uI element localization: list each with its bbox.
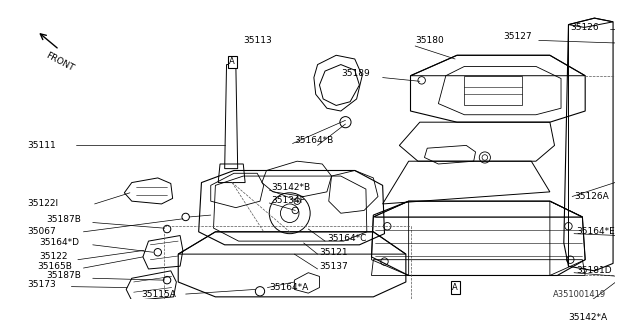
Text: 35187B: 35187B xyxy=(46,215,81,224)
Text: A351001419: A351001419 xyxy=(552,290,605,299)
Text: 35142*B: 35142*B xyxy=(271,183,310,192)
Text: 35164*B: 35164*B xyxy=(294,136,333,145)
Text: 35126: 35126 xyxy=(570,23,599,32)
Text: 35113: 35113 xyxy=(243,36,272,45)
Text: 35127: 35127 xyxy=(504,32,532,41)
Text: 35115A: 35115A xyxy=(141,290,176,299)
Text: 35164*D: 35164*D xyxy=(39,238,79,247)
Text: 35164*A: 35164*A xyxy=(269,283,308,292)
Text: 35173: 35173 xyxy=(28,280,56,289)
Text: 35142*A: 35142*A xyxy=(568,313,607,320)
Text: 35181D: 35181D xyxy=(576,266,611,275)
Text: 35189: 35189 xyxy=(341,69,369,78)
Text: 35121: 35121 xyxy=(319,248,348,257)
Text: 35126A: 35126A xyxy=(574,192,609,201)
Text: 35137: 35137 xyxy=(319,262,348,271)
Text: 35164*C: 35164*C xyxy=(327,234,366,243)
Text: A: A xyxy=(229,57,235,66)
Text: A: A xyxy=(452,283,458,292)
Text: FRONT: FRONT xyxy=(44,51,76,74)
Text: 35180: 35180 xyxy=(415,36,444,45)
Text: 35111: 35111 xyxy=(28,141,56,150)
Text: 35122I: 35122I xyxy=(28,199,59,208)
Text: 35164*E: 35164*E xyxy=(576,227,614,236)
Text: 35187B: 35187B xyxy=(46,271,81,280)
Text: 35134F: 35134F xyxy=(271,196,305,205)
Text: 35122: 35122 xyxy=(39,252,67,261)
Text: 35165B: 35165B xyxy=(37,262,72,271)
Text: 35067: 35067 xyxy=(28,227,56,236)
